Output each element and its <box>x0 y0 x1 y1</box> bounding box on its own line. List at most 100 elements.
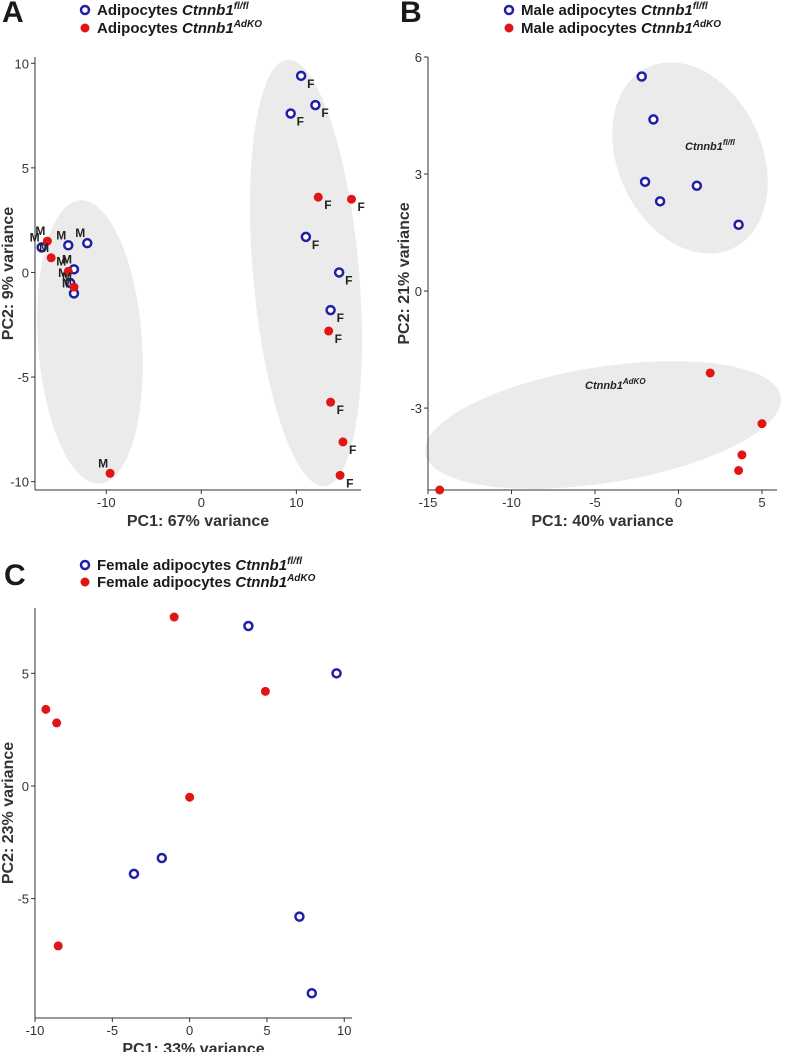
point-label: F <box>357 200 364 214</box>
data-point-filled <box>705 368 715 378</box>
cluster-ellipse <box>424 361 782 489</box>
data-point-filled <box>335 470 345 480</box>
x-tick-label: -10 <box>97 495 116 510</box>
point-label: F <box>324 198 331 212</box>
y-tick-label: 0 <box>415 284 422 299</box>
point-label: M <box>62 270 72 284</box>
x-tick-label: -10 <box>502 495 521 510</box>
y-tick-label: 10 <box>15 56 29 71</box>
point-label: F <box>307 77 314 91</box>
y-axis-title: PC2: 23% variance <box>0 742 17 884</box>
data-point-open <box>295 70 307 82</box>
panel-label-b: B <box>400 0 422 29</box>
y-tick-label: -3 <box>410 401 422 416</box>
data-point-filled <box>757 419 767 429</box>
point-label: F <box>337 403 344 417</box>
data-point-open <box>648 114 659 125</box>
x-tick-label: 0 <box>198 495 205 510</box>
data-point-open <box>639 176 651 188</box>
x-axis-title: PC1: 40% variance <box>531 513 673 530</box>
y-tick-label: -5 <box>17 892 29 907</box>
point-label: M <box>56 228 66 242</box>
data-point-filled <box>313 192 323 202</box>
legend-marker-open-icon <box>79 559 91 571</box>
y-tick-label: 5 <box>22 666 29 681</box>
data-point-open <box>294 911 305 922</box>
x-tick-label: 0 <box>675 495 682 510</box>
y-tick-label: -5 <box>17 370 29 385</box>
data-point-filled <box>346 194 356 204</box>
panel-label-a: A <box>2 0 24 29</box>
data-point-open <box>733 219 744 230</box>
point-label: M <box>30 230 40 244</box>
data-point-open <box>63 240 74 251</box>
legend-marker-filled-icon <box>80 23 90 33</box>
data-point-filled <box>260 686 270 696</box>
data-point-filled <box>69 282 79 292</box>
legend-label: Male adipocytes Ctnnb1AdKO <box>521 19 721 37</box>
y-axis-title: PC2: 9% variance <box>0 207 17 341</box>
data-point-filled <box>326 397 336 407</box>
point-label: M <box>35 224 45 238</box>
point-label: F <box>297 114 304 128</box>
x-tick-label: 5 <box>263 1023 270 1038</box>
point-label: M <box>58 266 68 280</box>
data-point-open <box>333 267 345 278</box>
data-point-filled <box>324 326 334 336</box>
data-point-open <box>310 99 321 111</box>
point-label: F <box>345 273 352 287</box>
data-point-filled <box>105 468 115 478</box>
point-label: F <box>346 476 353 490</box>
y-tick-label: 0 <box>22 265 29 280</box>
point-label: M <box>98 456 108 470</box>
data-point-filled <box>42 236 52 246</box>
y-axis-title: PC2: 21% variance <box>396 202 413 344</box>
point-label: F <box>337 311 344 325</box>
data-point-open <box>82 237 93 249</box>
x-axis-title: PC1: 67% variance <box>127 513 269 530</box>
legend-label: Adipocytes Ctnnb1fl/fl <box>97 1 249 19</box>
y-tick-label: -10 <box>10 475 29 490</box>
x-tick-label: 10 <box>337 1023 351 1038</box>
legend-label: Female adipocytes Ctnnb1AdKO <box>97 573 316 591</box>
cluster-label: Ctnnb1fl/fl <box>685 138 736 153</box>
data-point-filled <box>63 266 73 276</box>
point-label: F <box>349 443 356 457</box>
point-label: F <box>312 238 319 252</box>
data-point-filled <box>734 465 744 475</box>
data-point-open <box>36 242 47 253</box>
legend-marker-filled-icon <box>80 577 90 587</box>
point-label: M <box>56 254 66 268</box>
data-point-filled <box>737 450 747 460</box>
legend-marker-open-icon <box>503 4 515 16</box>
point-label: M <box>75 226 85 240</box>
data-point-open <box>156 852 168 864</box>
x-tick-label: -10 <box>26 1023 45 1038</box>
x-tick-label: 0 <box>186 1023 193 1038</box>
y-tick-label: 6 <box>415 50 422 65</box>
data-point-filled <box>338 437 348 447</box>
y-tick-label: 0 <box>22 779 29 794</box>
data-point-filled <box>52 718 62 728</box>
data-point-filled <box>53 941 63 951</box>
data-point-filled <box>41 704 51 714</box>
data-point-open <box>325 304 336 316</box>
x-tick-label: 5 <box>758 495 765 510</box>
x-tick-label: 10 <box>289 495 303 510</box>
point-label: M <box>62 276 72 290</box>
panel-label-c: C <box>4 559 26 592</box>
point-label: F <box>321 106 328 120</box>
cluster-ellipse <box>612 62 768 254</box>
data-point-open <box>331 668 342 679</box>
data-point-open <box>654 196 666 207</box>
data-point-filled <box>46 253 56 263</box>
point-label: F <box>335 332 342 346</box>
y-tick-label: 3 <box>415 167 422 182</box>
data-point-open <box>636 71 647 82</box>
data-point-open <box>243 620 254 632</box>
x-tick-label: -15 <box>419 495 438 510</box>
